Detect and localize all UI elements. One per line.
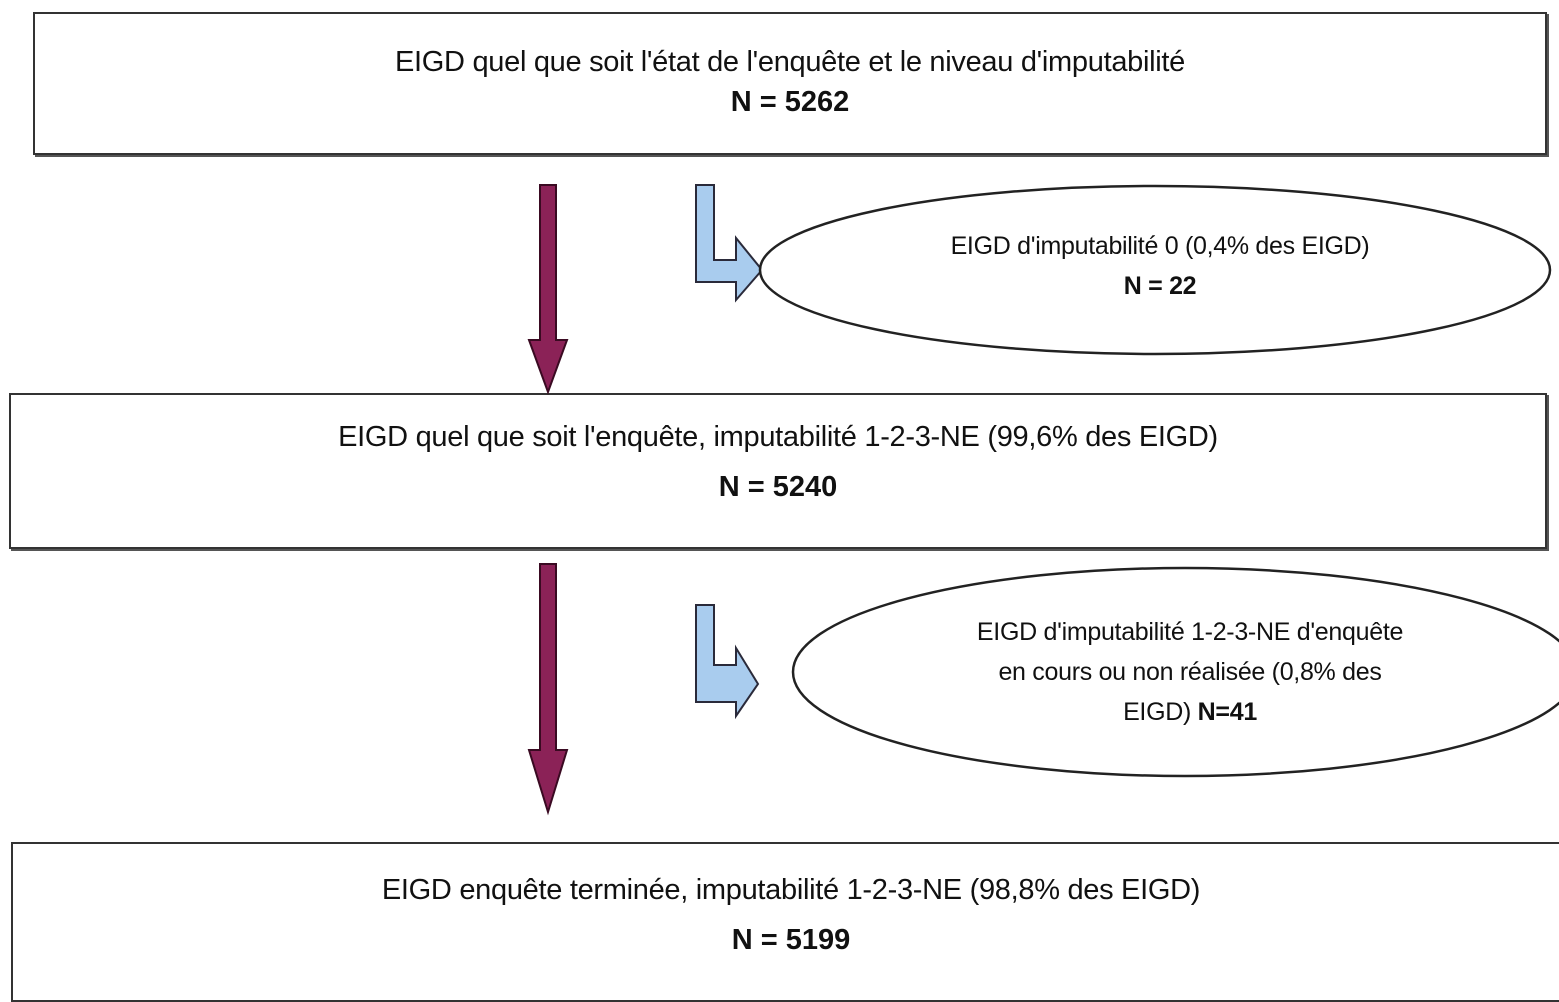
ellipse2-label-line2: en cours ou non réalisée (0,8% des bbox=[998, 658, 1382, 686]
top-box-label: EIGD quel que soit l'état de l'enquête e… bbox=[395, 46, 1185, 78]
ellipse2-text: EIGD d'imputabilité 1-2-3-NE d'enquête e… bbox=[890, 612, 1490, 732]
ellipse2-label-line3: EIGD) N=41 bbox=[890, 692, 1490, 732]
bottom-box-count: N = 5199 bbox=[731, 924, 851, 956]
middle-box: EIGD quel que soit l'enquête, imputabili… bbox=[9, 393, 1547, 549]
middle-box-label: EIGD quel que soit l'enquête, imputabili… bbox=[338, 421, 1218, 453]
down-arrow-icon bbox=[527, 563, 569, 816]
ellipse1-label: EIGD d'imputabilité 0 (0,4% des EIGD) bbox=[950, 232, 1370, 260]
top-box-count: N = 5262 bbox=[730, 86, 850, 118]
ellipse2-count: N=41 bbox=[1197, 698, 1258, 726]
ellipse1-count: N = 22 bbox=[1123, 272, 1197, 300]
bottom-box-label: EIGD enquête terminée, imputabilité 1-2-… bbox=[381, 874, 1201, 906]
top-box: EIGD quel que soit l'état de l'enquête e… bbox=[33, 12, 1547, 155]
bent-right-arrow-icon bbox=[695, 604, 760, 720]
bent-right-arrow-icon bbox=[695, 184, 764, 303]
excluded-ongoing-investigation-ellipse bbox=[791, 566, 1559, 778]
ellipse2-label-line1: EIGD d'imputabilité 1-2-3-NE d'enquête bbox=[976, 618, 1404, 646]
bottom-box: EIGD enquête terminée, imputabilité 1-2-… bbox=[11, 842, 1559, 1002]
ellipse1-text: EIGD d'imputabilité 0 (0,4% des EIGD) N … bbox=[860, 226, 1460, 306]
middle-box-count: N = 5240 bbox=[718, 471, 838, 503]
down-arrow-icon bbox=[527, 184, 569, 395]
ellipse2-label-prefix: EIGD) bbox=[1123, 698, 1192, 726]
excluded-imputability-0-ellipse bbox=[758, 184, 1552, 356]
